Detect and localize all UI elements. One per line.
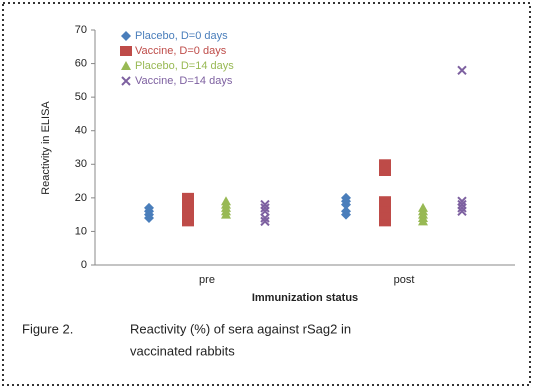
legend-label: Vaccine, D=14 days [135,75,233,87]
point [260,199,270,210]
legend-label: Placebo, D=0 days [135,30,228,42]
point [341,206,351,217]
point [418,202,428,212]
y-tick-label: 40 [75,125,87,137]
y-tick-label: 10 [75,225,87,237]
point [379,216,391,227]
y-tick-label: 50 [75,91,87,103]
point [260,203,270,213]
point [182,209,194,220]
y-tick-label: 0 [81,259,87,271]
point [144,202,154,213]
point [379,196,391,207]
legend-marker [121,76,131,86]
caption-line: vaccinated rabbits [130,343,235,358]
point [457,196,467,206]
x-tick-label: post [394,274,415,286]
y-tick-label: 20 [75,192,87,204]
y-tick-label: 70 [75,24,87,36]
point [182,216,194,227]
caption-label: Figure 2. [22,321,73,336]
point [341,192,351,203]
y-axis-label: Reactivity in ELISA [40,101,52,195]
legend-label: Vaccine, D=0 days [135,45,227,57]
point [182,192,194,203]
legend-label: Placebo, D=14 days [135,60,234,72]
x-axis-label: Immunization status [252,292,358,304]
point [379,159,391,170]
y-tick-label: 30 [75,158,87,170]
point [457,199,467,210]
legend-marker [120,46,132,56]
point [457,65,467,75]
x-tick-label: pre [199,274,215,286]
point [260,216,270,227]
legend-marker [121,31,131,41]
point [221,196,231,206]
y-tick-label: 60 [75,57,87,69]
caption-line: Reactivity (%) of sera against rSag2 in [130,321,351,336]
legend-marker [121,61,131,70]
point [379,209,391,220]
